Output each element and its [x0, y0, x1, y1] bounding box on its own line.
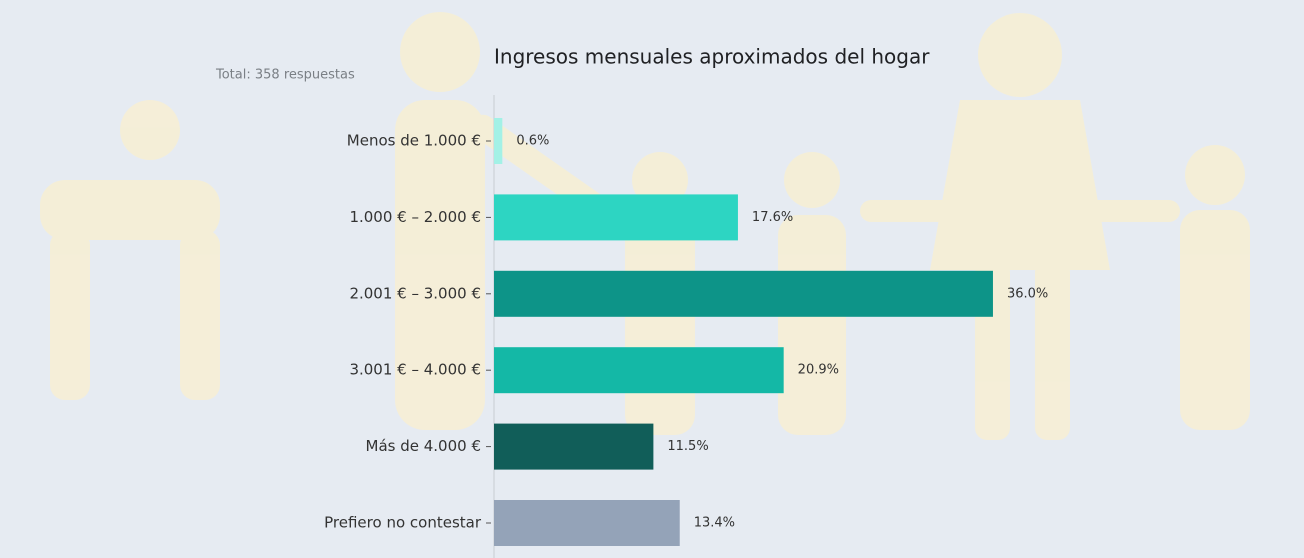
category-label: 2.001 € – 3.000 €	[349, 284, 481, 302]
value-label: 20.9%	[798, 363, 839, 378]
value-label: 11.5%	[667, 439, 708, 454]
bar	[494, 194, 738, 241]
value-label: 36.0%	[1007, 286, 1048, 301]
bar	[494, 270, 993, 317]
value-label: 13.4%	[694, 516, 735, 531]
value-label: 0.6%	[516, 134, 549, 149]
category-label: Menos de 1.000 €	[347, 132, 481, 150]
bar	[494, 118, 503, 164]
category-label: 1.000 € – 2.000 €	[349, 208, 481, 226]
bar	[494, 500, 680, 546]
value-label: 17.6%	[752, 210, 793, 225]
chart-subtitle: Total: 358 respuestas	[215, 68, 355, 83]
category-label: Prefiero no contestar	[324, 514, 482, 532]
chart-title: Ingresos mensuales aproximados del hogar	[494, 45, 930, 69]
bar	[494, 347, 784, 394]
category-label: 3.001 € – 4.000 €	[349, 361, 481, 379]
bar	[494, 423, 654, 470]
category-label: Más de 4.000 €	[366, 437, 482, 455]
